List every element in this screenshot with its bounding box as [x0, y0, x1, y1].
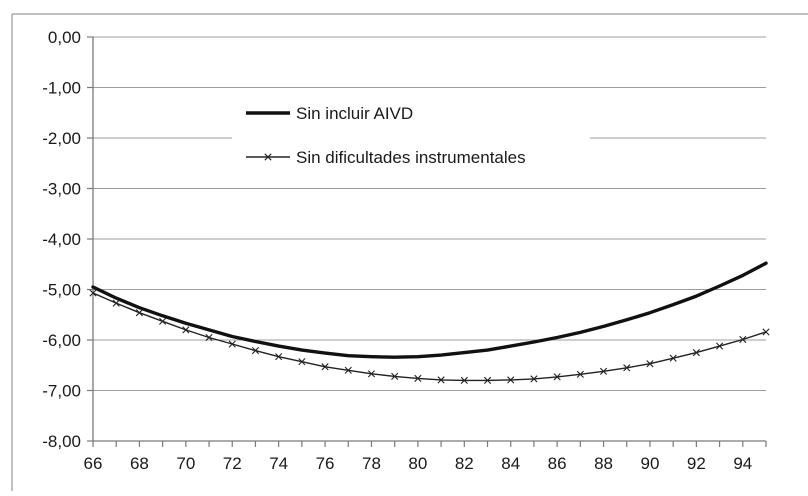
legend-label-sin-incluir-aivd: Sin incluir AIVD [296, 104, 413, 123]
x-tick-label: 70 [176, 454, 195, 473]
data-point-marker [739, 335, 747, 344]
data-point-marker [762, 328, 770, 336]
x-marker-stroke [251, 347, 260, 355]
x-tick-label: 78 [362, 454, 381, 473]
x-marker-stroke [530, 375, 538, 383]
x-marker-stroke [205, 333, 213, 342]
x-marker-stroke [692, 349, 700, 357]
data-point-marker [89, 289, 97, 297]
x-marker-stroke [298, 358, 306, 366]
y-tick-labels: 0,00 -1,00 -2,00 -3,00 -4,00 -5,00 -6,00 -7,00 -… [42, 28, 81, 451]
data-point-marker [669, 354, 677, 362]
data-point-marker [692, 349, 700, 357]
data-point-marker [460, 376, 468, 384]
x-marker-stroke [553, 373, 561, 381]
x-tick-label: 68 [130, 454, 149, 473]
y-tick-label: -7,00 [42, 382, 81, 401]
x-marker-stroke [623, 364, 631, 372]
x-marker-stroke [437, 376, 445, 384]
x-tick-label: 80 [408, 454, 427, 473]
x-marker-stroke [576, 370, 584, 378]
x-marker-stroke [344, 366, 352, 374]
x-marker-stroke [135, 309, 144, 317]
x-marker-stroke [391, 372, 399, 380]
x-marker-stroke [182, 326, 190, 334]
x-marker-stroke [367, 370, 376, 378]
data-point-marker [275, 353, 283, 361]
data-point-marker [298, 358, 306, 366]
legend-label-sin-dificultades: Sin dificultades instrumentales [296, 148, 526, 167]
y-tick-label: -4,00 [42, 230, 81, 249]
data-point-marker [321, 363, 329, 371]
y-tick-label: -3,00 [42, 180, 81, 199]
x-tick-label: 92 [687, 454, 706, 473]
series-line-sin-dificultades [92, 292, 767, 382]
legend-x-marker [264, 153, 272, 161]
axes [87, 36, 767, 447]
x-marker-stroke [646, 360, 654, 368]
data-point-marker [623, 364, 631, 372]
x-tick-label: 88 [594, 454, 613, 473]
x-tick-label: 66 [84, 454, 103, 473]
x-tick-label: 76 [316, 454, 335, 473]
x-tick-label: 86 [548, 454, 567, 473]
y-tick-label: -2,00 [42, 129, 81, 148]
x-marker-stroke [89, 289, 97, 297]
x-tick-label: 84 [501, 454, 520, 473]
data-point-marker [391, 372, 399, 380]
data-point-marker [715, 342, 724, 350]
data-point-marker [251, 347, 260, 355]
x-marker-stroke [321, 363, 329, 371]
x-marker-stroke [669, 354, 677, 362]
data-point-marker [437, 376, 445, 384]
data-point-marker [599, 367, 608, 375]
data-point-marker [228, 340, 236, 348]
x-marker-stroke [228, 340, 236, 348]
data-point-marker [367, 370, 376, 378]
y-tick-label: -5,00 [42, 281, 81, 300]
data-point-marker [553, 373, 561, 381]
y-tick-label: -6,00 [42, 331, 81, 350]
x-marker-stroke [507, 376, 515, 384]
x-marker-stroke [483, 376, 492, 384]
x-tick-label: 94 [733, 454, 752, 473]
x-tick-label: 72 [223, 454, 242, 473]
x-marker-stroke [159, 317, 167, 325]
data-point-marker [344, 366, 352, 374]
horizontal-gridlines [93, 36, 766, 391]
x-marker-stroke [414, 374, 422, 382]
data-point-marker [182, 326, 190, 334]
data-point-marker [530, 375, 538, 383]
data-point-marker [159, 317, 167, 325]
x-marker-stroke [460, 376, 468, 384]
x-marker-stroke [762, 328, 770, 336]
data-point-marker [576, 370, 584, 378]
series-line-sin-incluir-aivd [91, 261, 768, 359]
data-point-marker [112, 299, 120, 307]
x-tick-label: 74 [269, 454, 288, 473]
x-marker-stroke [739, 335, 747, 344]
data-series [89, 261, 770, 384]
x-tick-label: 82 [455, 454, 474, 473]
data-point-marker [507, 376, 515, 384]
x-marker-stroke [112, 299, 120, 307]
x-tick-labels: 66 68 70 72 74 76 78 80 82 84 86 88 90 92 94 [84, 454, 753, 473]
data-point-marker [135, 309, 144, 317]
y-tick-label: 0,00 [48, 28, 81, 47]
data-point-marker [483, 376, 492, 384]
x-marker-stroke [275, 353, 283, 361]
data-point-marker [646, 360, 654, 368]
data-point-marker [414, 374, 422, 382]
x-marker-stroke [599, 367, 608, 375]
legend-box [232, 96, 590, 178]
x-marker-stroke [715, 342, 724, 350]
data-point-marker [205, 333, 213, 342]
legend: Sin incluir AIVD Sin dificultades instrum… [232, 96, 590, 178]
x-tick-label: 90 [641, 454, 660, 473]
y-tick-label: -8,00 [42, 432, 81, 451]
y-tick-label: -1,00 [42, 79, 81, 98]
figure-frame [11, 13, 808, 491]
